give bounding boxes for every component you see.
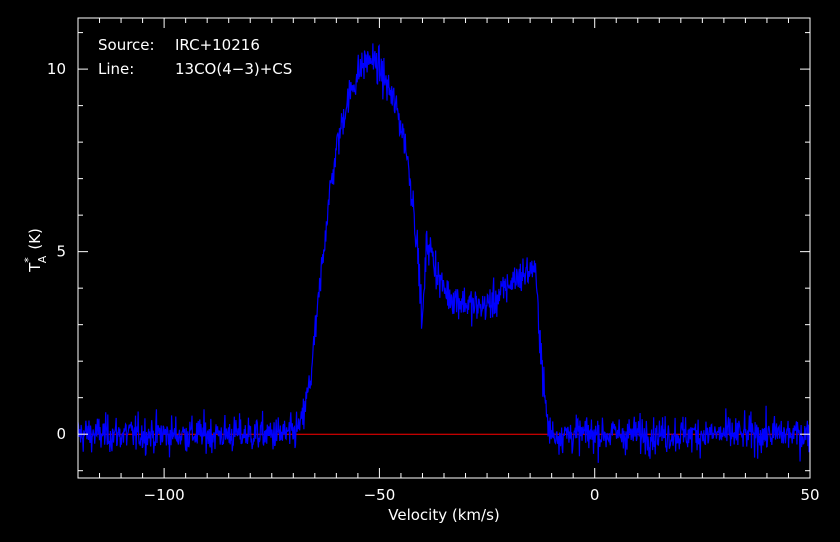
x-axis-label: Velocity (km/s) [388,506,499,524]
x-tick-label: −100 [144,486,185,504]
y-axis-label-sup: * [22,257,35,263]
axis-ticks: −100 −50 0 50 0 5 10 [47,18,820,504]
svg-text:T*A(K): T*A (K) [22,228,49,273]
plot-content [77,43,811,463]
x-tick-label: 0 [590,486,600,504]
source-value: IRC+10216 [175,36,260,54]
y-axis-label-unit: (K) [26,228,44,250]
y-tick-label: 5 [56,243,66,261]
y-axis-label-sub: A [36,255,49,263]
y-tick-label: 0 [56,425,66,443]
source-label: Source: [98,36,155,54]
line-label: Line: [98,60,134,78]
spectrum-series-0 [77,43,811,463]
y-axis-label-main: T [26,262,44,273]
y-axis-label: T*A (K) [22,228,49,273]
x-tick-label: 50 [800,486,819,504]
line-value: 13CO(4−3)+CS [175,60,292,78]
x-tick-label: −50 [364,486,396,504]
y-tick-label: 10 [47,60,66,78]
